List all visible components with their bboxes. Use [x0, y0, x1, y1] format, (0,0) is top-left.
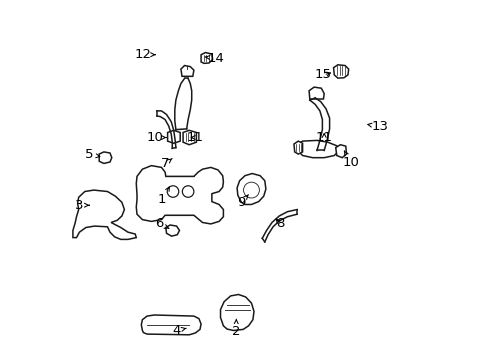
Polygon shape: [237, 174, 266, 204]
Text: 10: 10: [343, 151, 360, 169]
Text: 13: 13: [368, 120, 389, 133]
Polygon shape: [99, 152, 112, 163]
Polygon shape: [181, 66, 194, 76]
Polygon shape: [73, 190, 136, 239]
Polygon shape: [294, 141, 303, 154]
Text: 6: 6: [155, 217, 169, 230]
Text: 5: 5: [85, 148, 100, 161]
Text: 8: 8: [276, 217, 285, 230]
Text: 15: 15: [315, 68, 332, 81]
Text: 11: 11: [186, 131, 203, 144]
Polygon shape: [166, 225, 179, 236]
Polygon shape: [298, 140, 339, 158]
Polygon shape: [141, 315, 201, 335]
Text: 11: 11: [316, 131, 333, 144]
Text: 10: 10: [147, 131, 166, 144]
Polygon shape: [334, 65, 349, 78]
Text: 1: 1: [158, 187, 169, 206]
Text: 3: 3: [75, 199, 89, 212]
Polygon shape: [336, 145, 346, 158]
Text: 4: 4: [172, 324, 186, 337]
Polygon shape: [183, 130, 196, 145]
Polygon shape: [168, 130, 180, 143]
Text: 2: 2: [232, 319, 240, 338]
Text: 7: 7: [161, 157, 172, 170]
Polygon shape: [309, 87, 324, 99]
Polygon shape: [220, 294, 254, 330]
Text: 9: 9: [237, 195, 248, 209]
Polygon shape: [201, 53, 213, 63]
Text: 14: 14: [205, 52, 224, 65]
Text: 12: 12: [135, 48, 155, 61]
Polygon shape: [136, 166, 223, 224]
